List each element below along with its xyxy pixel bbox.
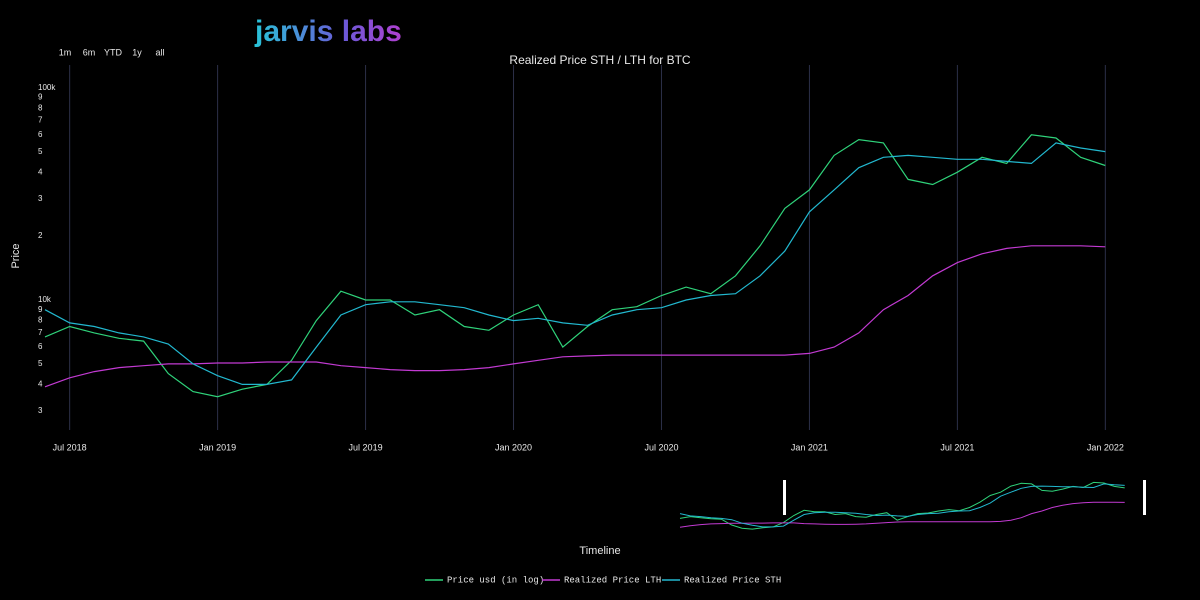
legend-label: Realized Price LTH xyxy=(564,575,661,585)
y-tick-label: 2 xyxy=(38,231,43,240)
y-tick-label: 3 xyxy=(38,194,43,203)
range-slider-line xyxy=(679,501,1125,528)
x-tick-label: Jan 2021 xyxy=(791,442,828,452)
range-button[interactable]: YTD xyxy=(104,47,123,57)
range-handle[interactable] xyxy=(783,480,786,515)
y-tick-label: 5 xyxy=(38,147,43,156)
x-tick-label: Jan 2020 xyxy=(495,442,532,452)
x-tick-label: Jul 2021 xyxy=(940,442,974,452)
legend-label: Realized Price STH xyxy=(684,575,781,585)
y-tick-label: 7 xyxy=(38,116,43,125)
range-button[interactable]: 6m xyxy=(83,47,96,57)
range-handle[interactable] xyxy=(1143,480,1146,515)
y-tick-label: 8 xyxy=(38,103,43,112)
range-button[interactable]: 1m xyxy=(59,47,72,57)
y-axis-label: Price xyxy=(10,243,22,268)
y-tick-label: 7 xyxy=(38,328,43,337)
series-line xyxy=(44,245,1106,388)
logo: jarvis labs xyxy=(254,15,402,48)
y-tick-label: 5 xyxy=(38,359,43,368)
y-tick-label: 8 xyxy=(38,316,43,325)
chart-title: Realized Price STH / LTH for BTC xyxy=(509,53,690,67)
y-tick-label: 9 xyxy=(38,93,43,102)
y-tick-label: 100k xyxy=(38,83,56,92)
x-tick-label: Jul 2020 xyxy=(644,442,678,452)
range-slider-line xyxy=(679,481,1125,530)
y-tick-label: 6 xyxy=(38,130,43,139)
series-line xyxy=(44,142,1106,385)
series-line xyxy=(44,134,1106,398)
range-buttons: 1m 6m YTD 1y all xyxy=(59,47,165,57)
legend-label: Price usd (in log) xyxy=(447,575,544,585)
y-tick-label: 10k xyxy=(38,295,52,304)
y-tick-label: 3 xyxy=(38,406,43,415)
x-tick-label: Jan 2022 xyxy=(1087,442,1124,452)
range-button[interactable]: all xyxy=(155,47,164,57)
x-tick-label: Jul 2019 xyxy=(349,442,383,452)
y-tick-label: 4 xyxy=(38,380,43,389)
y-tick-label: 4 xyxy=(38,167,43,176)
x-axis-label: Timeline xyxy=(579,545,620,557)
range-slider-line xyxy=(679,483,1125,528)
y-tick-label: 9 xyxy=(38,305,43,314)
x-tick-label: Jan 2019 xyxy=(199,442,236,452)
y-tick-label: 6 xyxy=(38,342,43,351)
x-tick-label: Jul 2018 xyxy=(53,442,87,452)
range-button[interactable]: 1y xyxy=(132,47,142,57)
